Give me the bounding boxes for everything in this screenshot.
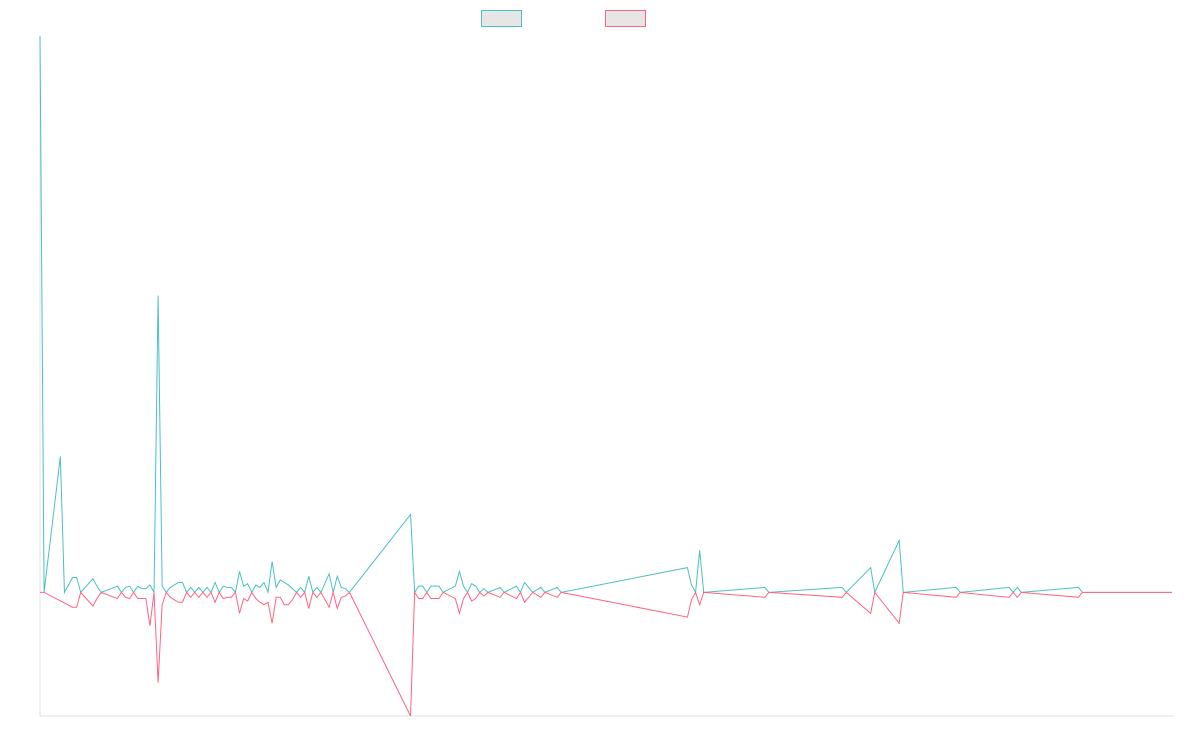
legend xyxy=(481,10,646,27)
plot-area xyxy=(39,35,1172,717)
series-line-1 xyxy=(39,35,1172,595)
legend-item-2[interactable] xyxy=(605,10,646,27)
series-line-2 xyxy=(40,590,1172,717)
chart-axes xyxy=(39,36,1174,717)
legend-swatch-1 xyxy=(481,10,522,27)
legend-item-1[interactable] xyxy=(481,10,522,27)
legend-swatch-2 xyxy=(605,10,646,27)
